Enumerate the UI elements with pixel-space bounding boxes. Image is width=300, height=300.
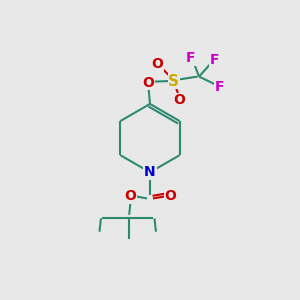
Text: O: O (164, 189, 176, 203)
Text: F: F (186, 51, 196, 65)
Text: S: S (168, 74, 179, 88)
Text: F: F (210, 53, 219, 67)
Text: O: O (152, 57, 164, 71)
Text: O: O (125, 189, 136, 203)
Text: F: F (214, 80, 224, 94)
Text: O: O (142, 76, 154, 89)
Text: O: O (173, 93, 185, 107)
Text: N: N (144, 165, 156, 179)
